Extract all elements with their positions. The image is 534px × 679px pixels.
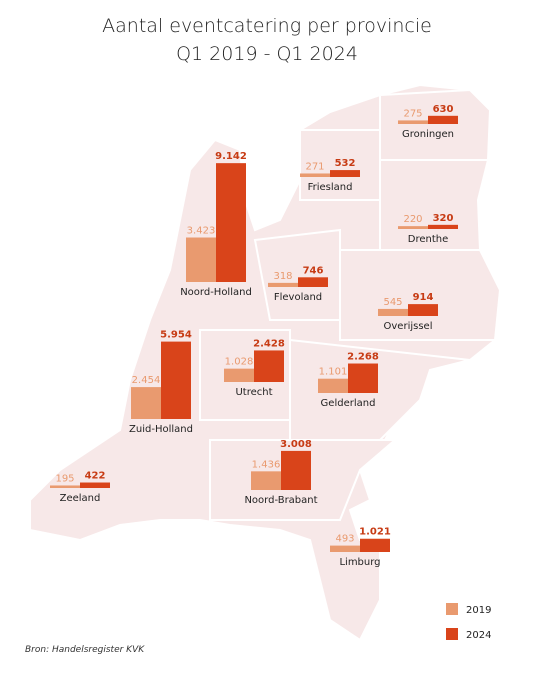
value-label: 746 (303, 265, 324, 276)
value-label: 1.436 (252, 459, 281, 470)
bar (254, 350, 284, 382)
province-shape (253, 228, 341, 321)
bar (330, 170, 360, 177)
bar (428, 224, 458, 229)
value-label: 3.008 (280, 439, 312, 450)
bar (80, 482, 110, 488)
bar (300, 173, 330, 177)
value-label: 9.142 (215, 151, 247, 162)
value-label: 532 (335, 158, 356, 169)
value-label: 318 (273, 271, 292, 282)
bar (268, 282, 298, 287)
value-label: 275 (403, 108, 422, 119)
province-label: Gelderland (321, 398, 376, 409)
province-label: Drenthe (408, 234, 449, 245)
province-shape (339, 249, 502, 341)
bar (408, 304, 438, 316)
bar (186, 237, 216, 282)
province-label: Utrecht (235, 387, 272, 398)
province-label: Flevoland (274, 292, 322, 303)
value-label: 493 (335, 534, 354, 545)
bar (360, 538, 390, 552)
province-label: Groningen (402, 129, 454, 140)
value-label: 2.428 (253, 338, 285, 349)
province-label: Zuid-Holland (129, 424, 193, 435)
bar (216, 163, 246, 282)
bar (50, 485, 80, 488)
value-label: 3.423 (187, 226, 216, 237)
bar (224, 368, 254, 382)
province-label: Noord-Holland (180, 287, 252, 298)
value-label: 1.021 (359, 527, 391, 538)
province-label: Zeeland (60, 493, 101, 504)
chart-title: Aantal eventcatering per provincie (102, 15, 432, 37)
chart-subtitle: Q1 2019 - Q1 2024 (176, 43, 358, 65)
bar (281, 450, 311, 490)
value-label: 320 (433, 213, 454, 224)
value-label: 630 (433, 104, 454, 115)
bar (318, 378, 348, 393)
bar (330, 545, 360, 552)
bar (161, 341, 191, 419)
province-shape (379, 88, 492, 161)
bar (428, 115, 458, 124)
province-label: Friesland (308, 182, 353, 193)
value-label: 271 (305, 161, 324, 172)
value-label: 220 (403, 214, 422, 225)
bar (348, 363, 378, 393)
province-label: Limburg (339, 557, 380, 568)
value-label: 1.101 (319, 367, 348, 378)
value-label: 195 (55, 473, 74, 484)
bar (398, 120, 428, 124)
value-label: 545 (383, 297, 402, 308)
value-label: 5.954 (160, 330, 192, 341)
value-label: 2.454 (132, 375, 161, 386)
bar (398, 226, 428, 229)
bar (378, 308, 408, 316)
value-label: 2.268 (347, 352, 379, 363)
legend-swatch (446, 628, 458, 640)
value-label: 914 (413, 292, 434, 303)
source: Bron: Handelsregister KVK (25, 645, 145, 655)
province-label: Noord-Brabant (244, 495, 317, 506)
legend-label: 2024 (466, 630, 491, 641)
value-label: 422 (85, 471, 106, 482)
bar (131, 387, 161, 419)
legend-label: 2019 (466, 605, 491, 616)
value-label: 1.028 (225, 357, 254, 368)
bar (251, 471, 281, 490)
bar (298, 277, 328, 287)
legend-swatch (446, 603, 458, 615)
province-label: Overijssel (384, 321, 433, 332)
